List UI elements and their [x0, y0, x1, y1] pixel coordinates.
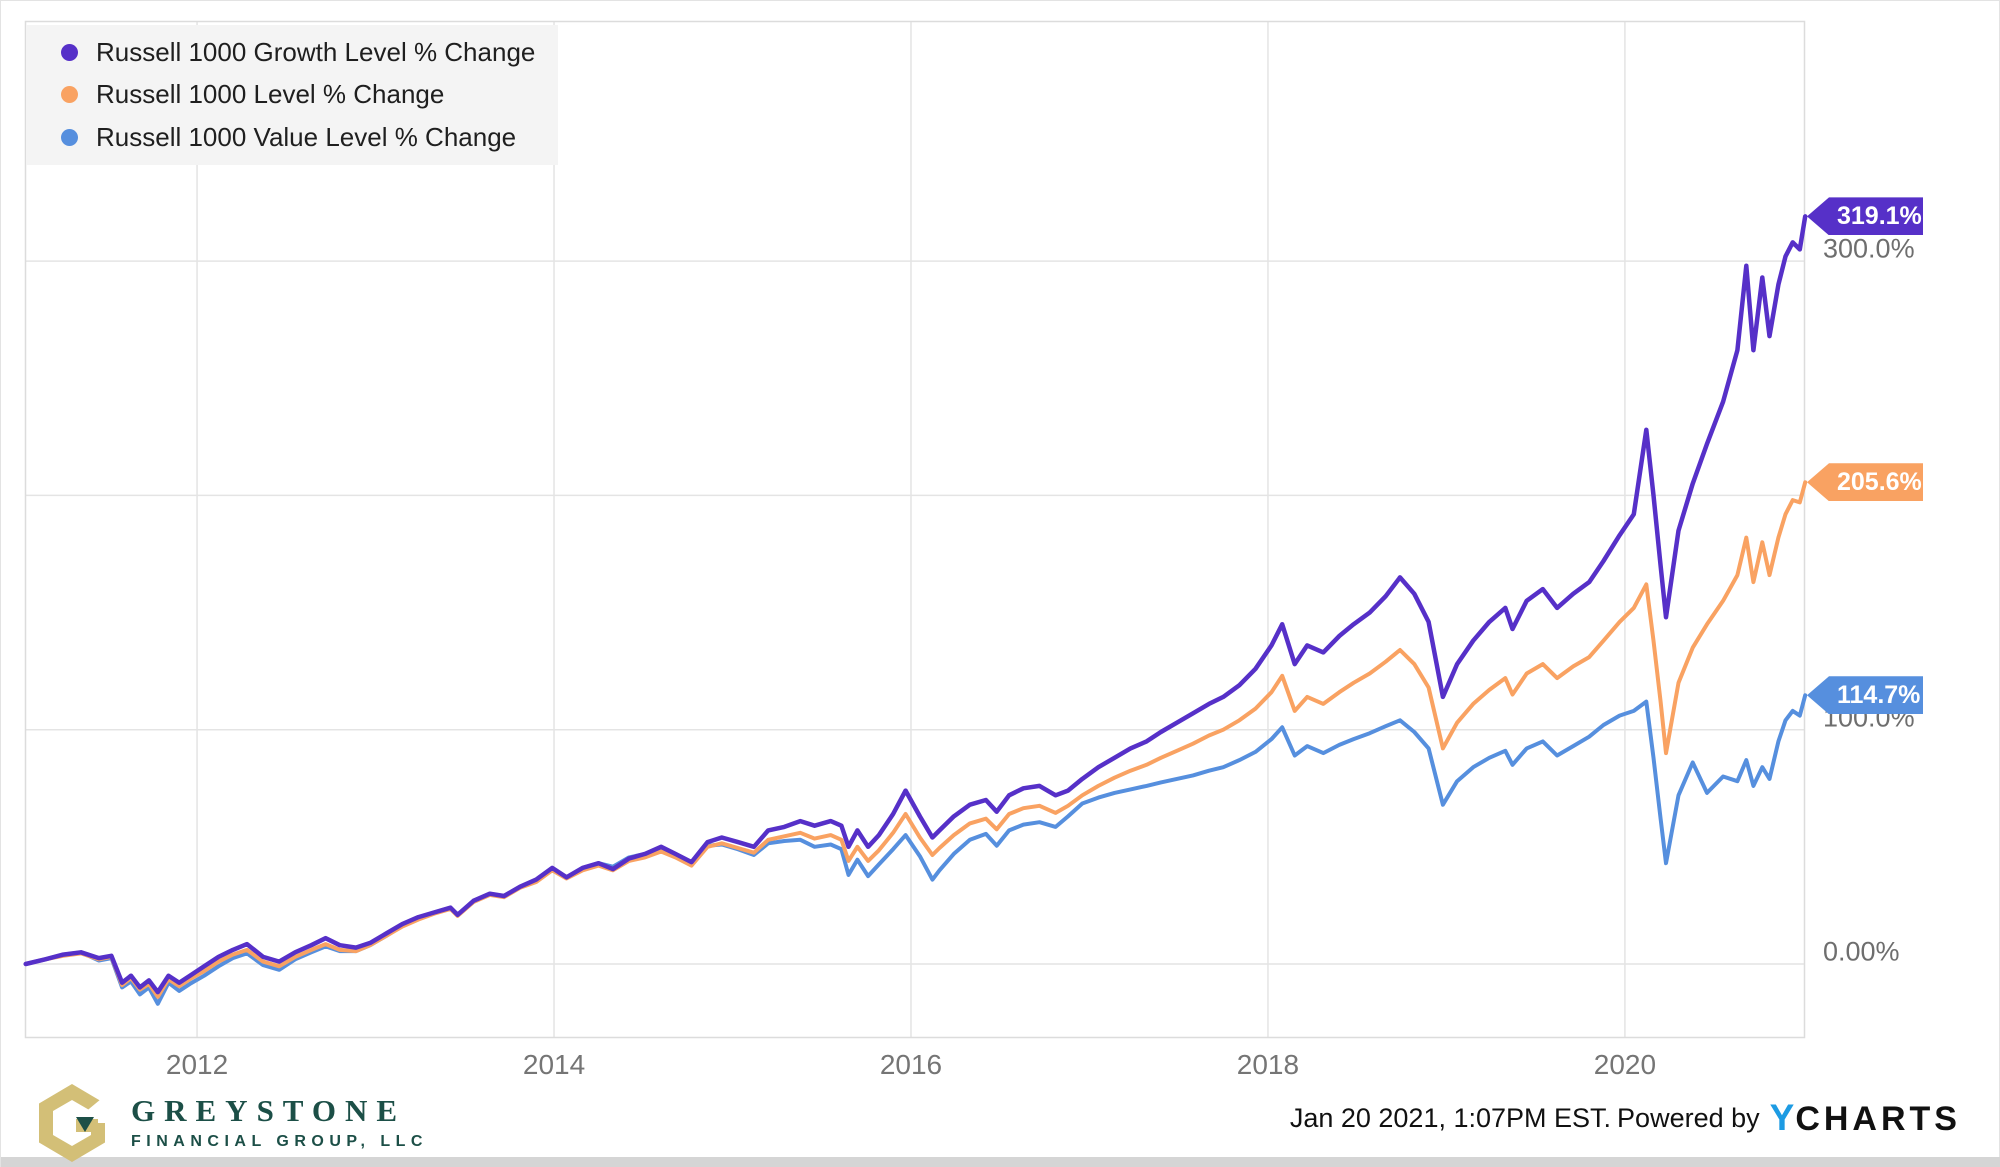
legend-dot-growth-icon [61, 43, 78, 61]
bottom-border-bar [1, 1157, 2000, 1167]
series-line-russell-1000-level-change [23, 480, 1808, 999]
y-axis-label-0.00%: 0.00% [1823, 936, 1900, 967]
chart-legend: Russell 1000 Growth Level % Change Russe… [26, 25, 558, 165]
line-chart-plot-area [23, 20, 1808, 1039]
timestamp: Jan 20 2021, 1:07PM EST. [1289, 1102, 1612, 1133]
x-axis-label-2014: 2014 [522, 1049, 586, 1080]
x-axis-label-2016: 2016 [879, 1049, 943, 1080]
end-value-flag-russell-1000-growth-level-change: 319.1% [1807, 197, 1923, 236]
series-line-russell-1000-value-level-change [23, 693, 1808, 1006]
y-axis-label-300.0%: 300.0% [1823, 233, 1915, 264]
legend-item-value[interactable]: Russell 1000 Value Level % Change [26, 122, 558, 153]
company-name: GREYSTONE [131, 1092, 407, 1128]
ycharts-wordmark: CHARTS [1795, 1100, 1961, 1138]
end-value-flag-russell-1000-level-change: 205.6% [1807, 463, 1923, 502]
powered-by-label: Powered by [1617, 1102, 1760, 1133]
chart-footer: Jan 20 2021, 1:07PM EST. Powered by Y CH… [1290, 1097, 1961, 1139]
ycharts-logo[interactable]: Y CHARTS [1770, 1097, 1961, 1139]
legend-dot-r1000-icon [61, 86, 78, 104]
series-line-russell-1000-growth-level-change [23, 214, 1808, 995]
x-axis-label-2012: 2012 [165, 1049, 229, 1080]
greystone-logo: GREYSTONE FINANCIAL GROUP, LLC [35, 1083, 428, 1163]
legend-label-value: Russell 1000 Value Level % Change [96, 122, 517, 153]
plot-border [24, 20, 1806, 1039]
legend-label-r1000: Russell 1000 Level % Change [96, 79, 445, 110]
x-axis-label-2020: 2020 [1593, 1049, 1657, 1080]
legend-item-r1000[interactable]: Russell 1000 Level % Change [26, 79, 558, 110]
ycharts-y-icon: Y [1769, 1097, 1796, 1138]
legend-dot-value-icon [61, 129, 78, 147]
legend-label-growth: Russell 1000 Growth Level % Change [96, 36, 536, 67]
legend-item-growth[interactable]: Russell 1000 Growth Level % Change [26, 37, 558, 68]
greystone-hexagon-g-icon [39, 1084, 109, 1162]
x-axis-label-2018: 2018 [1236, 1049, 1300, 1080]
company-subtitle: FINANCIAL GROUP, LLC [131, 1133, 428, 1151]
end-value-flag-russell-1000-value-level-change: 114.7% [1807, 676, 1923, 715]
